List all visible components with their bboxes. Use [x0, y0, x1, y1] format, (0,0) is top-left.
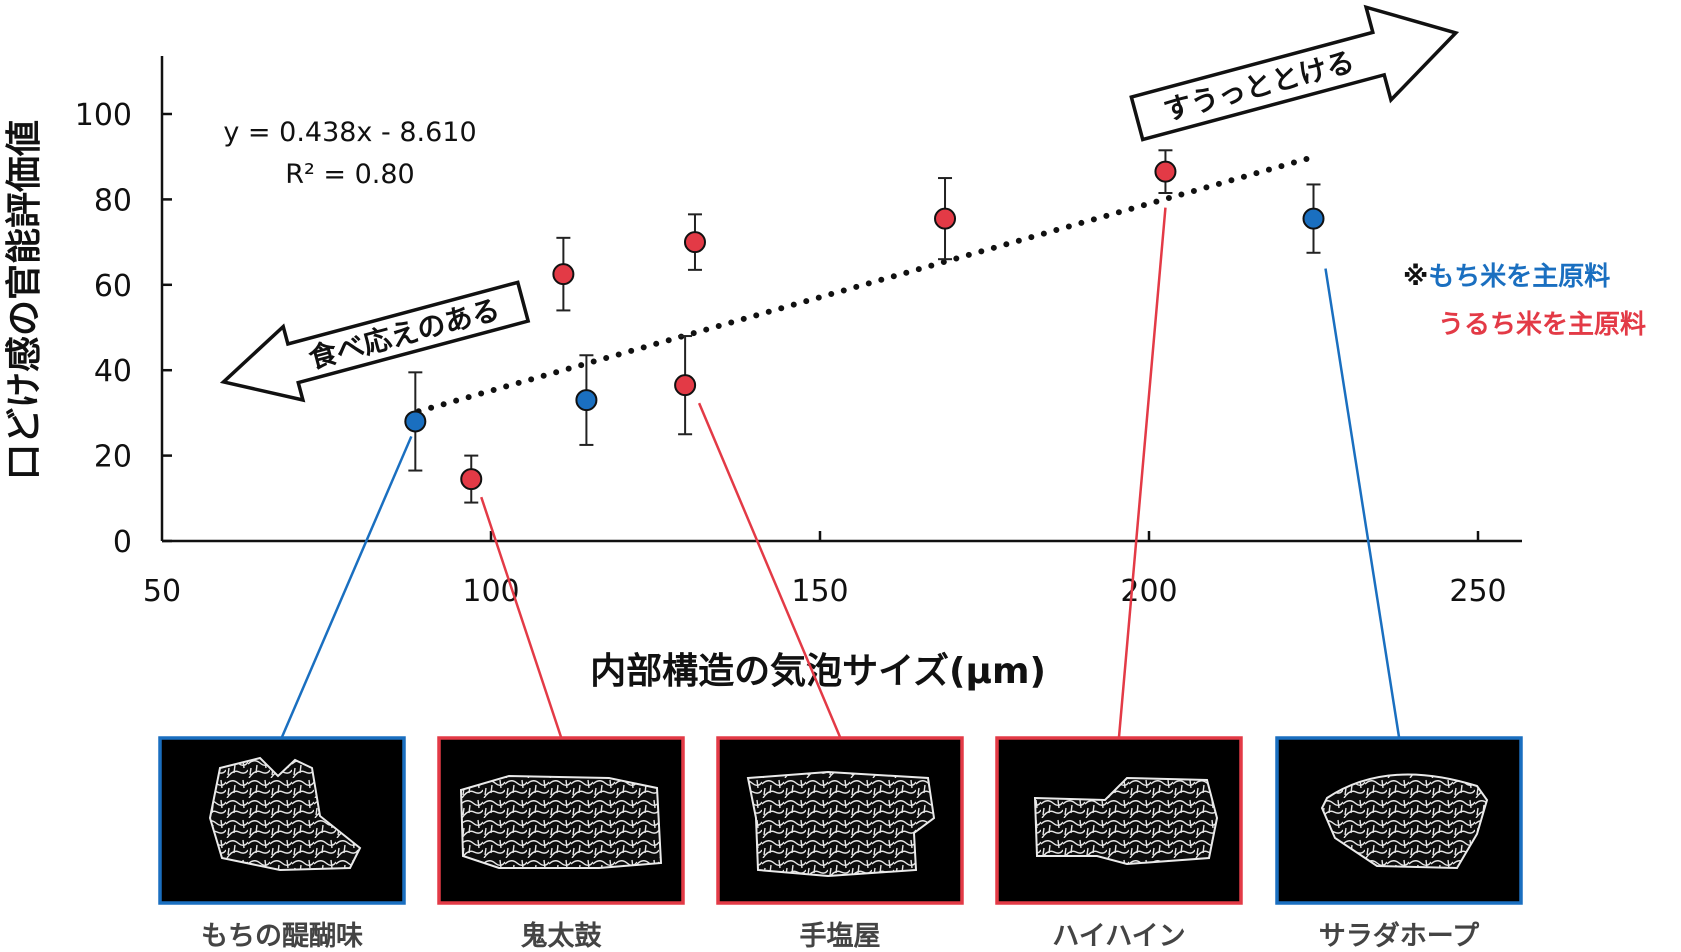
- micro-ct-image: [746, 770, 936, 878]
- connector-line: [280, 435, 413, 738]
- trendline: [415, 153, 1317, 415]
- regression-equation: y = 0.438x - 8.610: [223, 117, 476, 148]
- data-point-mochi: [575, 389, 598, 412]
- x-tick-label: 150: [791, 574, 848, 609]
- sample-images: もちの醍醐味 鬼太鼓 手塩屋 ハイハイン サラダホープ: [158, 736, 1523, 952]
- sample-4: ハイハイン: [995, 736, 1243, 952]
- sample-caption: 鬼太鼓: [521, 920, 603, 952]
- sample-caption: ハイハイン: [1052, 921, 1185, 952]
- data-point-uruchi: [934, 207, 957, 230]
- y-tick-label: 60: [94, 269, 132, 304]
- sample-2: 鬼太鼓: [437, 736, 685, 952]
- data-point-uruchi: [683, 231, 706, 254]
- x-tick-label: 100: [462, 574, 519, 609]
- sample-5: サラダホープ: [1275, 736, 1523, 952]
- y-tick-label: 80: [94, 183, 132, 218]
- micro-ct-image: [1320, 773, 1489, 870]
- data-point-uruchi: [1154, 160, 1177, 183]
- y-axis-title: 口どけ感の官能評価値: [4, 120, 45, 480]
- sample-3: 手塩屋: [716, 736, 964, 952]
- x-ticks: 50 100 150 200 250: [143, 531, 1507, 609]
- right-arrow-annotation: すうっととける: [1129, 4, 1460, 142]
- left-arrow-shape: [219, 280, 531, 403]
- legend: ※もち米を主原料 うるち米を主原料: [1403, 262, 1646, 340]
- micro-ct-image: [459, 774, 663, 869]
- x-tick-label: 200: [1120, 574, 1177, 609]
- micro-ct-image: [208, 756, 362, 872]
- trendline-group: [415, 153, 1317, 415]
- data-point-uruchi: [674, 374, 697, 397]
- r-squared: R² = 0.80: [285, 159, 415, 190]
- y-tick-label: 20: [94, 440, 132, 475]
- connector-line: [1324, 268, 1401, 738]
- legend-mark: ※: [1403, 262, 1428, 292]
- sample-caption: もちの醍醐味: [201, 921, 363, 952]
- connector-lines: [280, 207, 1401, 738]
- x-tick-label: 50: [143, 574, 181, 609]
- sample-caption: サラダホープ: [1319, 920, 1480, 952]
- connector-line: [697, 402, 842, 738]
- y-tick-label: 0: [113, 525, 132, 560]
- axes: [160, 56, 1522, 543]
- left-arrow-annotation: 食べ応えのある: [219, 280, 531, 403]
- connector-line: [480, 496, 563, 738]
- x-tick-label: 250: [1449, 574, 1506, 609]
- micro-ct-image: [1033, 776, 1219, 866]
- y-tick-label: 40: [94, 354, 132, 389]
- y-tick-label: 100: [75, 98, 132, 133]
- data-points: [404, 149, 1325, 504]
- sample-1: もちの醍醐味: [158, 736, 406, 952]
- y-ticks: 0 20 40 60 80 100: [75, 98, 172, 560]
- data-point-mochi: [1302, 207, 1325, 230]
- data-point-uruchi: [552, 263, 575, 286]
- data-point-mochi: [404, 410, 427, 433]
- right-arrow-shape: [1129, 4, 1460, 142]
- legend-mochi-label: もち米を主原料: [1428, 262, 1610, 292]
- legend-mochi-row: ※もち米を主原料: [1403, 262, 1610, 292]
- legend-uruchi-label: うるち米を主原料: [1438, 310, 1646, 340]
- sample-caption: 手塩屋: [800, 921, 881, 952]
- connector-line: [1117, 207, 1167, 738]
- data-point-uruchi: [460, 468, 483, 491]
